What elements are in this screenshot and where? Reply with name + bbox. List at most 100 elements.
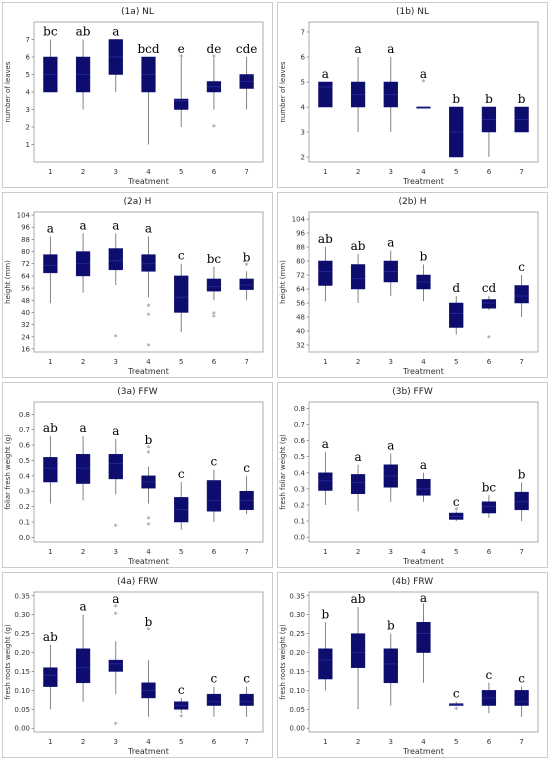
box-iqr — [350, 264, 366, 290]
y-axis-label: number of leaves — [4, 61, 12, 123]
x-tick-label: 7 — [519, 168, 523, 176]
y-tick-label: 88 — [21, 236, 30, 244]
x-tick-label: 4 — [421, 168, 426, 176]
box-iqr — [449, 302, 464, 328]
box-treatment-6: b — [481, 92, 497, 157]
y-tick-label: 48 — [21, 297, 30, 305]
box-treatment-5: d — [449, 281, 464, 335]
significance-letter: c — [178, 683, 185, 697]
box-treatment-2: a — [75, 218, 91, 293]
box-iqr — [514, 491, 529, 511]
box-treatment-4: b — [416, 250, 431, 302]
y-tick-label: 80 — [21, 248, 30, 256]
x-tick-label: 6 — [487, 358, 492, 366]
outlier-point: * — [147, 521, 151, 530]
y-tick-label: 0.7 — [294, 421, 305, 429]
y-tick-label: 72 — [21, 260, 30, 268]
box-treatment-4: a — [416, 591, 431, 683]
significance-letter: c — [243, 672, 250, 686]
box-iqr — [108, 248, 123, 271]
x-tick-label: 1 — [323, 738, 327, 746]
significance-letter: a — [354, 42, 361, 56]
box-treatment-2: a — [350, 450, 366, 512]
box-treatment-5: c — [174, 467, 189, 530]
y-tick-label: 104 — [292, 216, 306, 224]
significance-letter: c — [211, 672, 218, 686]
panel-frame — [277, 382, 548, 568]
significance-letter: a — [47, 221, 54, 235]
plot-area — [33, 401, 264, 543]
outlier-point: * — [114, 611, 118, 620]
significance-letter: b — [420, 250, 428, 264]
x-tick-label: 1 — [323, 168, 327, 176]
significance-letter: a — [322, 67, 329, 81]
plot-area — [308, 21, 539, 163]
x-tick-label: 4 — [146, 358, 151, 366]
y-tick-label: 0.2 — [19, 503, 30, 511]
x-tick-label: 6 — [487, 548, 492, 556]
y-axis-label: height (mm) — [279, 260, 287, 304]
significance-letter: a — [420, 591, 427, 605]
significance-letter: b — [322, 607, 330, 621]
x-tick-label: 3 — [114, 168, 118, 176]
box-treatment-1: ab — [43, 421, 58, 504]
panel-frame — [277, 2, 548, 188]
significance-letter: a — [420, 67, 427, 81]
y-tick-label: 56 — [296, 300, 305, 308]
significance-letter: a — [387, 236, 394, 250]
box-treatment-4: ****b — [141, 433, 156, 530]
box-iqr — [318, 648, 333, 680]
box-iqr — [481, 501, 497, 514]
outlier-point: * — [114, 603, 118, 612]
y-tick-label: 80 — [296, 258, 305, 266]
y-tick-label: 0.30 — [14, 611, 30, 619]
box-iqr — [481, 299, 497, 309]
box-treatment-3: *a — [108, 218, 123, 342]
box-treatment-7: *b — [239, 250, 254, 301]
y-tick-label: 32 — [296, 342, 305, 350]
box-treatment-3: a — [383, 42, 398, 132]
box-iqr — [416, 622, 431, 653]
box-treatment-7: cde — [236, 42, 257, 110]
x-tick-label: 7 — [519, 738, 523, 746]
chart-panel-6: (3b) FFW 0.0 0.1 0.2 0.3 0.4 0.5 0.6 0.7 0.8 fresh… — [277, 382, 548, 568]
significance-letter: a — [112, 424, 119, 438]
chart-title: (2a) H — [124, 197, 152, 207]
x-tick-label: 4 — [421, 738, 426, 746]
box-treatment-2: a — [75, 600, 91, 702]
x-tick-label: 1 — [48, 358, 52, 366]
x-tick-label: 2 — [356, 358, 360, 366]
outlier-point: * — [422, 78, 426, 87]
outlier-point: * — [147, 302, 151, 311]
outlier-point: * — [212, 53, 216, 62]
y-tick-label: 48 — [296, 314, 305, 322]
y-tick-label: 0.0 — [294, 534, 305, 542]
y-tick-label: 0.4 — [294, 469, 306, 477]
box-treatment-3: *a — [108, 424, 123, 532]
x-tick-label: 2 — [81, 738, 85, 746]
y-tick-label: 32 — [21, 321, 30, 329]
x-tick-label: 2 — [81, 358, 85, 366]
box-treatment-2: a — [75, 421, 91, 501]
box-treatment-7: c — [514, 672, 529, 717]
box-treatment-7: c — [239, 672, 254, 717]
box-treatment-6: bc — [481, 480, 497, 518]
outlier-point: * — [147, 515, 151, 524]
box-treatment-4: *b — [141, 615, 156, 717]
y-tick-label: 5 — [26, 71, 30, 79]
outlier-point: * — [179, 53, 183, 62]
box-iqr — [318, 260, 333, 286]
y-tick-label: 56 — [21, 285, 30, 293]
box-iqr — [174, 275, 189, 313]
x-tick-label: 2 — [81, 168, 85, 176]
x-tick-label: 4 — [146, 548, 151, 556]
x-tick-label: 3 — [389, 358, 393, 366]
box-iqr — [43, 667, 58, 687]
y-tick-label: 0.05 — [289, 706, 305, 714]
box-treatment-7: c — [514, 260, 529, 317]
box-iqr — [108, 659, 123, 672]
chart-panel-1: (1a) NL 1 2 3 4 5 6 7 number of leaves 1 2 3 4 5 6 7 Tre… — [2, 2, 273, 188]
box-iqr — [75, 454, 91, 484]
box-treatment-6: **bc — [207, 252, 222, 322]
outlier-point: * — [114, 523, 118, 532]
